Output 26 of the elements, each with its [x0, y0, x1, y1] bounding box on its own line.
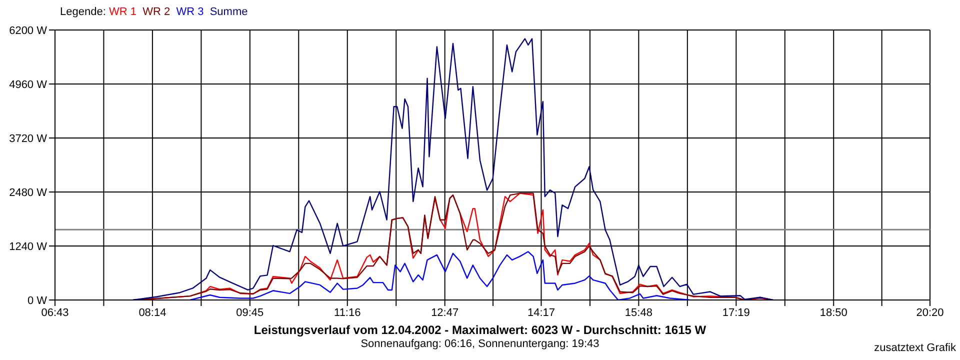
text: Summe — [210, 6, 248, 18]
text: WR 1 — [108, 6, 138, 18]
x-tick-label: 14:17 — [527, 306, 555, 319]
x-tick-label: 08:14 — [138, 306, 166, 319]
text: zusatztext Grafik — [874, 342, 956, 354]
x-tick-label: 11:16 — [334, 306, 361, 319]
line-series — [132, 38, 774, 300]
x-tick-label: 06:43 — [41, 306, 69, 319]
line-series — [190, 251, 691, 300]
y-tick-label: 3720 W — [9, 132, 48, 145]
y-tick-label: 1240 W — [9, 240, 48, 253]
y-tick-label: 2480 W — [9, 186, 48, 199]
text: WR 3 — [176, 6, 205, 18]
text: WR 2 — [142, 6, 172, 18]
x-tick-label: 17:19 — [722, 306, 750, 319]
x-tick-label: 18:50 — [820, 306, 848, 319]
x-tick-label: 12:47 — [431, 306, 459, 319]
text: Leistungsverlauf vom 12.04.2002 - Maximalwert: 6023 W - Durchschnitt: 1615 W — [252, 323, 708, 337]
x-tick-label: 20:20 — [916, 306, 944, 319]
x-tick-label: 09:45 — [236, 306, 264, 319]
y-tick-label: 6200 W — [9, 24, 48, 37]
y-tick-label: 0 W — [27, 294, 48, 307]
y-tick-label: 4960 W — [9, 78, 48, 91]
x-tick-label: 15:48 — [624, 306, 652, 319]
legend-title: Legende: — [60, 6, 107, 18]
text: Sonnenaufgang: 06:16, Sonnenuntergang: 19:43 — [360, 338, 600, 350]
